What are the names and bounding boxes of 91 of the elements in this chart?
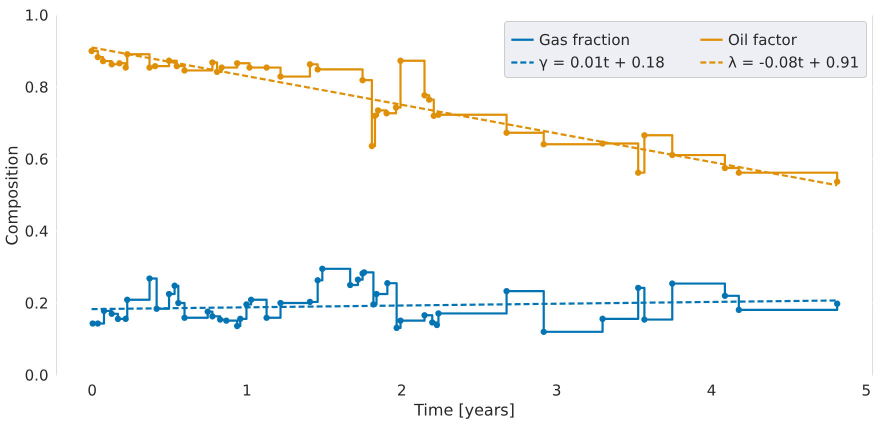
point (393, 324, 400, 331)
point (347, 282, 354, 288)
point (277, 73, 284, 80)
point (114, 316, 122, 322)
point (392, 104, 400, 111)
point (314, 277, 321, 284)
x-tick-label: 2 (397, 382, 407, 400)
point (116, 60, 123, 66)
point (435, 310, 442, 317)
point (426, 96, 432, 103)
point (503, 130, 510, 136)
point (421, 92, 428, 98)
point (354, 276, 362, 283)
point (209, 59, 216, 66)
point (641, 132, 648, 138)
x-axis-title: Time [years] (413, 400, 515, 420)
point (122, 316, 129, 322)
point (306, 61, 314, 68)
point (306, 298, 314, 306)
point (88, 48, 95, 54)
y-tick-label: 0.4 (24, 222, 48, 240)
point (722, 292, 728, 299)
point (635, 170, 642, 176)
point (277, 300, 284, 306)
point (124, 296, 130, 303)
point (384, 280, 391, 286)
point (368, 142, 376, 150)
point (374, 107, 382, 114)
y-tick-label: 0.0 (24, 366, 48, 384)
point (736, 170, 742, 176)
legend-label: γ = 0.01t + 0.18 (539, 54, 665, 72)
legend-label: Gas fraction (539, 30, 630, 49)
point (246, 64, 253, 71)
point (429, 319, 436, 326)
point (722, 164, 728, 172)
point (635, 284, 642, 292)
x-tick-label: 3 (552, 382, 562, 400)
point (234, 322, 240, 330)
point (641, 316, 648, 323)
point (314, 66, 321, 73)
y-tick-label: 0.8 (24, 78, 48, 96)
point (175, 300, 182, 306)
x-tick-label: 4 (706, 382, 716, 400)
point (122, 64, 129, 71)
point (834, 178, 840, 185)
point (94, 320, 101, 327)
point (263, 64, 270, 71)
point (108, 310, 115, 317)
legend-label: Oil factor (728, 30, 798, 49)
point (421, 312, 428, 318)
point (503, 288, 510, 294)
point (174, 62, 180, 70)
point (181, 314, 188, 321)
point (397, 317, 404, 324)
point (216, 316, 224, 323)
point (599, 316, 606, 322)
y-axis-title: Composition (2, 146, 22, 246)
point (248, 296, 254, 303)
point (383, 110, 390, 116)
x-tick-label: 0 (87, 382, 97, 400)
point (218, 64, 225, 71)
point (181, 67, 188, 74)
y-tick-label: 1.0 (24, 6, 48, 24)
legend-label: λ = -0.08t + 0.91 (728, 54, 860, 72)
point (397, 58, 404, 64)
point (540, 141, 547, 148)
point (100, 58, 106, 64)
point (263, 314, 270, 321)
point (94, 54, 101, 60)
point (108, 61, 115, 68)
point (146, 275, 153, 282)
point (204, 308, 211, 315)
point (669, 280, 676, 287)
point (237, 316, 244, 322)
point (372, 112, 378, 119)
point (223, 317, 230, 324)
point (166, 290, 172, 298)
x-tick-label: 1 (242, 382, 252, 400)
point (834, 300, 840, 307)
point (736, 306, 742, 313)
point (171, 282, 178, 289)
x-tick-label: 5 (862, 382, 872, 400)
point (146, 64, 153, 71)
point (152, 62, 158, 70)
point (359, 77, 366, 84)
y-tick-label: 0.2 (24, 294, 48, 312)
point (319, 266, 326, 272)
point (234, 60, 240, 66)
y-tick-label: 0.6 (24, 150, 48, 168)
point (540, 328, 547, 335)
point (209, 313, 216, 320)
